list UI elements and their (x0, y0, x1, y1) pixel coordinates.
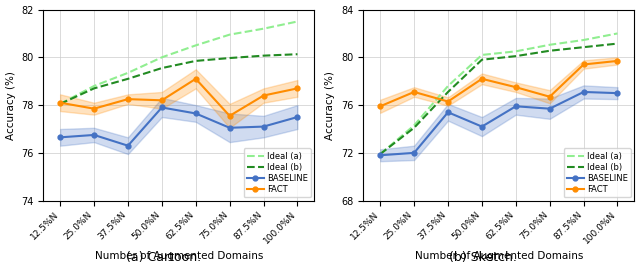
Line: Ideal (b): Ideal (b) (380, 44, 618, 154)
BASELINE (90, 133, 98, 136)
Ideal (b) (512, 54, 520, 58)
FACT (376, 105, 384, 108)
BASELINE (580, 90, 588, 93)
Ideal (b) (410, 126, 418, 129)
FACT (124, 97, 132, 101)
FACT (56, 101, 64, 104)
BASELINE (444, 111, 452, 114)
Ideal (b) (90, 87, 98, 90)
Ideal (b) (294, 53, 301, 56)
Line: FACT: FACT (58, 76, 300, 118)
BASELINE (226, 126, 234, 129)
BASELINE (260, 125, 268, 128)
Ideal (b) (478, 58, 486, 61)
FACT (410, 90, 418, 93)
FACT (260, 94, 268, 97)
BASELINE (376, 154, 384, 157)
Ideal (a) (294, 20, 301, 23)
Ideal (b) (580, 46, 588, 49)
FACT (580, 63, 588, 66)
Ideal (b) (260, 54, 268, 57)
Ideal (b) (444, 90, 452, 93)
BASELINE (294, 115, 301, 119)
Ideal (a) (580, 38, 588, 42)
Ideal (a) (614, 32, 621, 35)
FACT (512, 86, 520, 89)
Ideal (b) (124, 77, 132, 80)
Line: Ideal (a): Ideal (a) (380, 33, 618, 154)
FACT (90, 107, 98, 110)
BASELINE (478, 125, 486, 128)
Ideal (b) (56, 102, 64, 105)
Legend: Ideal (a), Ideal (b), BASELINE, FACT: Ideal (a), Ideal (b), BASELINE, FACT (243, 148, 311, 197)
BASELINE (56, 136, 64, 139)
X-axis label: Number of Augmented Domains: Number of Augmented Domains (95, 252, 263, 261)
BASELINE (124, 144, 132, 147)
FACT (158, 99, 166, 102)
Ideal (a) (444, 84, 452, 88)
BASELINE (192, 112, 200, 115)
X-axis label: Number of Augmented Domains: Number of Augmented Domains (415, 252, 583, 261)
Y-axis label: Accuracy (%): Accuracy (%) (326, 71, 335, 140)
Ideal (a) (192, 44, 200, 47)
Ideal (b) (376, 152, 384, 156)
Ideal (a) (226, 33, 234, 36)
BASELINE (158, 106, 166, 109)
BASELINE (546, 107, 554, 110)
FACT (546, 95, 554, 98)
Legend: Ideal (a), Ideal (b), BASELINE, FACT: Ideal (a), Ideal (b), BASELINE, FACT (564, 148, 631, 197)
FACT (294, 87, 301, 90)
Line: FACT: FACT (378, 58, 620, 109)
FACT (444, 100, 452, 103)
Line: Ideal (a): Ideal (a) (60, 22, 298, 104)
Y-axis label: Accuracy (%): Accuracy (%) (6, 71, 15, 140)
Text: (b) Sketch.: (b) Sketch. (449, 251, 517, 264)
BASELINE (410, 151, 418, 155)
Ideal (a) (260, 27, 268, 30)
Line: BASELINE: BASELINE (378, 89, 620, 158)
Ideal (a) (376, 152, 384, 156)
Ideal (a) (90, 84, 98, 88)
FACT (226, 114, 234, 117)
Ideal (a) (410, 124, 418, 127)
Ideal (a) (512, 50, 520, 53)
Ideal (a) (124, 71, 132, 74)
Ideal (a) (478, 53, 486, 57)
FACT (614, 59, 621, 62)
Ideal (a) (158, 56, 166, 59)
Ideal (a) (56, 102, 64, 105)
Line: BASELINE: BASELINE (58, 105, 300, 148)
Line: Ideal (b): Ideal (b) (60, 54, 298, 104)
FACT (478, 77, 486, 80)
Ideal (b) (226, 56, 234, 60)
Ideal (b) (614, 42, 621, 45)
Ideal (b) (192, 59, 200, 62)
Ideal (b) (546, 49, 554, 52)
Ideal (b) (158, 66, 166, 70)
BASELINE (512, 105, 520, 108)
FACT (192, 77, 200, 80)
Text: (a) Cartoon.: (a) Cartoon. (125, 251, 201, 264)
Ideal (a) (546, 43, 554, 46)
BASELINE (614, 92, 621, 95)
